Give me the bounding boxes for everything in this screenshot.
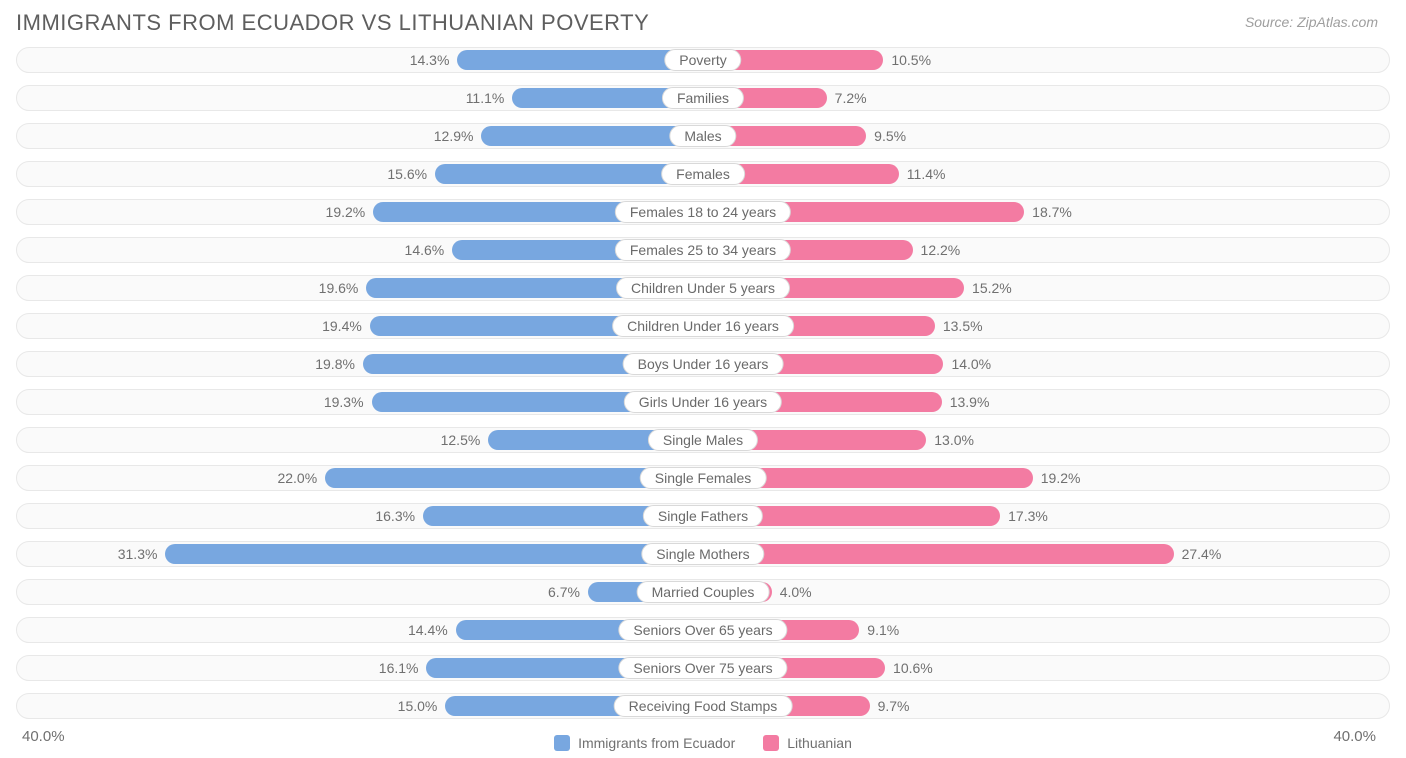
legend-item-left: Immigrants from Ecuador — [554, 735, 735, 751]
axis-max-left: 40.0% — [22, 728, 65, 745]
value-left: 19.8% — [283, 346, 363, 382]
value-left: 14.6% — [372, 232, 452, 268]
bar-left — [165, 544, 703, 564]
category-label: Single Males — [648, 429, 758, 451]
category-label: Families — [662, 87, 744, 109]
value-right: 14.0% — [943, 346, 1023, 382]
chart-row: 19.3% 13.9% Girls Under 16 years — [16, 384, 1390, 420]
value-right: 9.5% — [866, 118, 946, 154]
chart-row: 16.3% 17.3% Single Fathers — [16, 498, 1390, 534]
value-right: 10.5% — [883, 42, 963, 78]
chart-row: 14.3% 10.5% Poverty — [16, 42, 1390, 78]
chart-row: 19.6% 15.2% Children Under 5 years — [16, 270, 1390, 306]
category-label: Seniors Over 65 years — [618, 619, 787, 641]
category-label: Single Fathers — [643, 505, 763, 527]
chart-row: 19.8% 14.0% Boys Under 16 years — [16, 346, 1390, 382]
value-left: 6.7% — [508, 574, 588, 610]
chart-row: 6.7% 4.0%Married Couples — [16, 574, 1390, 610]
value-right: 9.1% — [859, 612, 939, 648]
value-left: 19.6% — [286, 270, 366, 306]
category-label: Receiving Food Stamps — [614, 695, 793, 717]
value-left: 19.2% — [293, 194, 373, 230]
value-left: 12.5% — [408, 422, 488, 458]
value-left: 16.3% — [343, 498, 423, 534]
value-left: 22.0% — [245, 460, 325, 496]
chart-row: 14.4% 9.1% Seniors Over 65 years — [16, 612, 1390, 648]
chart-footer: 40.0% Immigrants from Ecuador Lithuanian… — [0, 726, 1406, 756]
legend-swatch-left — [554, 735, 570, 751]
chart-row: 19.4% 13.5% Children Under 16 years — [16, 308, 1390, 344]
legend-label-right: Lithuanian — [787, 735, 852, 751]
value-right: 13.9% — [942, 384, 1022, 420]
chart-row: 12.9% 9.5% Males — [16, 118, 1390, 154]
value-left: 14.4% — [376, 612, 456, 648]
chart-row: 12.5% 13.0% Single Males — [16, 422, 1390, 458]
value-left: 19.3% — [292, 384, 372, 420]
legend-label-left: Immigrants from Ecuador — [578, 735, 735, 751]
chart-row: 15.6% 11.4% Females — [16, 156, 1390, 192]
value-right: 4.0% — [772, 574, 852, 610]
value-left: 11.1% — [432, 80, 512, 116]
category-label: Seniors Over 75 years — [618, 657, 787, 679]
value-right: 18.7% — [1024, 194, 1104, 230]
chart-row: 16.1% 10.6% Seniors Over 75 years — [16, 650, 1390, 686]
legend-swatch-right — [763, 735, 779, 751]
category-label: Females — [661, 163, 745, 185]
category-label: Boys Under 16 years — [623, 353, 784, 375]
category-label: Poverty — [664, 49, 741, 71]
value-right: 9.7% — [870, 688, 950, 724]
category-label: Single Females — [640, 467, 767, 489]
category-label: Males — [669, 125, 736, 147]
category-label: Single Mothers — [641, 543, 764, 565]
value-left: 31.3% — [85, 536, 165, 572]
chart-title: IMMIGRANTS FROM ECUADOR VS LITHUANIAN PO… — [16, 10, 649, 36]
diverging-bar-chart: 14.3% 10.5% Poverty 11.1% 7.2% Families 12.9% 9… — [0, 42, 1406, 724]
value-left: 15.0% — [365, 688, 445, 724]
category-label: Children Under 5 years — [616, 277, 790, 299]
chart-row: 22.0% 19.2% Single Females — [16, 460, 1390, 496]
chart-row: 15.0% 9.7% Receiving Food Stamps — [16, 688, 1390, 724]
chart-header: IMMIGRANTS FROM ECUADOR VS LITHUANIAN PO… — [0, 0, 1406, 42]
value-right: 15.2% — [964, 270, 1044, 306]
chart-row: 31.3% 27.4% Single Mothers — [16, 536, 1390, 572]
axis-max-right: 40.0% — [1333, 728, 1376, 745]
category-label: Females 25 to 34 years — [615, 239, 791, 261]
value-right: 13.5% — [935, 308, 1015, 344]
category-label: Children Under 16 years — [612, 315, 794, 337]
value-left: 19.4% — [290, 308, 370, 344]
value-left: 15.6% — [355, 156, 435, 192]
value-right: 27.4% — [1174, 536, 1254, 572]
value-right: 10.6% — [885, 650, 965, 686]
legend-item-right: Lithuanian — [763, 735, 852, 751]
value-right: 17.3% — [1000, 498, 1080, 534]
value-left: 14.3% — [377, 42, 457, 78]
value-left: 16.1% — [346, 650, 426, 686]
value-right: 11.4% — [899, 156, 979, 192]
value-right: 12.2% — [913, 232, 993, 268]
value-right: 7.2% — [827, 80, 907, 116]
category-label: Married Couples — [637, 581, 770, 603]
category-label: Girls Under 16 years — [624, 391, 782, 413]
chart-row: 19.2% 18.7% Females 18 to 24 years — [16, 194, 1390, 230]
value-right: 13.0% — [926, 422, 1006, 458]
category-label: Females 18 to 24 years — [615, 201, 791, 223]
chart-source: Source: ZipAtlas.com — [1245, 14, 1378, 30]
chart-row: 14.6% 12.2% Females 25 to 34 years — [16, 232, 1390, 268]
bar-right — [703, 544, 1174, 564]
chart-row: 11.1% 7.2% Families — [16, 80, 1390, 116]
value-right: 19.2% — [1033, 460, 1113, 496]
value-left: 12.9% — [401, 118, 481, 154]
